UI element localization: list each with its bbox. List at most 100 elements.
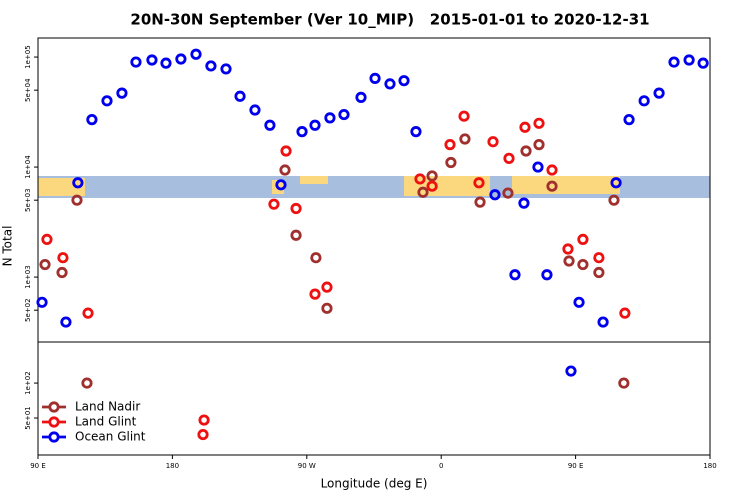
point xyxy=(489,189,501,201)
point xyxy=(324,112,336,124)
x-axis-label: Longitude (deg E) xyxy=(321,477,428,491)
point xyxy=(310,252,322,264)
point xyxy=(60,316,72,328)
point xyxy=(618,377,630,389)
legend-label: Land Nadir xyxy=(75,400,140,414)
point xyxy=(280,145,292,157)
point xyxy=(597,316,609,328)
legend-marker xyxy=(48,431,60,443)
point xyxy=(638,95,650,107)
x-tick-label: 180 xyxy=(703,462,716,470)
point xyxy=(562,243,574,255)
point xyxy=(502,187,514,199)
y-tick-label: 5e+02 xyxy=(24,298,32,322)
point xyxy=(57,252,69,264)
y-tick-label: 1e+03 xyxy=(24,265,32,289)
point xyxy=(268,198,280,210)
point xyxy=(619,307,631,319)
y-tick-label: 5e+03 xyxy=(24,188,32,212)
y-tick-label: 5e+04 xyxy=(24,78,32,102)
point xyxy=(398,75,410,87)
point xyxy=(275,179,287,191)
point xyxy=(86,114,98,126)
y-tick-label: 1e+04 xyxy=(24,155,32,179)
point xyxy=(56,266,68,279)
point xyxy=(573,296,585,308)
point xyxy=(82,307,94,319)
point xyxy=(355,91,367,103)
point xyxy=(41,233,53,246)
point xyxy=(279,164,291,176)
point xyxy=(249,104,261,116)
point xyxy=(116,87,128,99)
point xyxy=(146,54,158,66)
x-tick-label: 90 W xyxy=(298,462,316,470)
point xyxy=(532,161,544,173)
point xyxy=(458,110,470,122)
point xyxy=(697,57,709,69)
point xyxy=(445,156,457,169)
point xyxy=(593,266,605,279)
point xyxy=(190,48,202,60)
point xyxy=(338,108,350,121)
point xyxy=(668,56,680,68)
point xyxy=(369,72,381,84)
point xyxy=(309,288,321,300)
point xyxy=(410,126,422,138)
y-tick-label: 1e+02 xyxy=(24,371,32,395)
point xyxy=(321,302,333,314)
point xyxy=(426,170,438,182)
plot-frame xyxy=(37,37,711,456)
point xyxy=(417,186,429,198)
point xyxy=(518,197,530,209)
y-tick-label: 1e+05 xyxy=(24,45,32,69)
point xyxy=(39,258,51,271)
point xyxy=(541,269,553,281)
point xyxy=(384,78,396,90)
point xyxy=(101,95,113,107)
point xyxy=(546,164,558,176)
map-strip xyxy=(38,176,710,198)
point xyxy=(533,139,545,151)
point xyxy=(473,177,485,189)
point xyxy=(290,202,302,215)
point xyxy=(197,428,209,441)
point xyxy=(533,117,545,129)
chart-title: 20N-30N September (Ver 10_MIP) 2015-01-0… xyxy=(130,11,649,29)
point xyxy=(459,133,471,145)
point xyxy=(321,281,333,293)
y-axis-label: N Total xyxy=(1,226,15,267)
point xyxy=(205,60,217,72)
point xyxy=(290,229,302,241)
point xyxy=(509,269,521,281)
point xyxy=(565,365,577,377)
point xyxy=(36,296,48,308)
point xyxy=(414,173,426,185)
point xyxy=(198,414,210,426)
point xyxy=(683,54,695,66)
point xyxy=(519,121,531,133)
point xyxy=(577,258,589,271)
point xyxy=(296,126,308,138)
x-tick-label: 180 xyxy=(166,462,179,470)
point xyxy=(72,177,84,189)
legend-marker xyxy=(48,401,60,413)
point xyxy=(234,90,246,102)
point xyxy=(623,114,635,126)
point xyxy=(593,252,605,264)
point xyxy=(563,255,575,267)
point xyxy=(175,53,187,65)
point xyxy=(130,56,142,68)
x-tick-label: 90 E xyxy=(30,462,46,470)
point xyxy=(487,136,499,148)
point xyxy=(81,377,93,389)
point xyxy=(520,145,532,157)
point xyxy=(160,57,172,69)
point xyxy=(653,87,665,99)
legend-label: Ocean Glint xyxy=(75,430,146,444)
x-tick-label: 0 xyxy=(439,462,443,470)
point xyxy=(220,63,232,75)
point xyxy=(71,194,83,206)
point xyxy=(546,180,558,192)
legend-marker xyxy=(48,416,60,428)
